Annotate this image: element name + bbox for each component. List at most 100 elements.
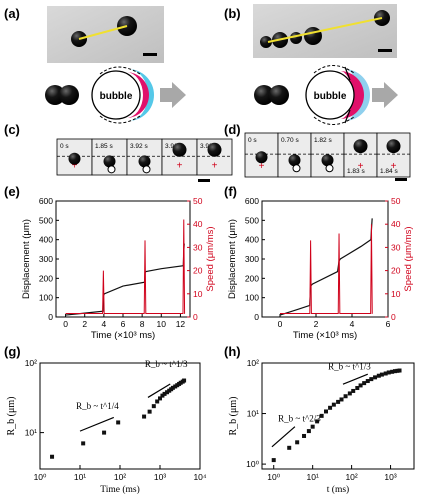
bubble-circle [91,70,141,120]
y-axis-label: R_b (μm) [6,397,17,436]
x-axis-label: Time (×10³ ms) [91,330,155,341]
scale-bar [395,178,407,181]
y-tick-label: 600 [245,196,259,206]
panel-label-a: (a) [4,6,20,21]
data-point [306,429,311,434]
x-tick-label: 10⁴ [193,472,206,482]
y-tick-label: 0 [48,312,53,322]
data-point [155,399,160,404]
scale-bar [198,179,210,182]
y-tick-label: 10¹ [25,428,37,438]
displacement-series [65,243,185,316]
droplet [321,154,334,167]
x-tick-label: 2 [82,319,87,329]
schematic-b: bubble [254,65,398,125]
connection-line [78,25,128,40]
data-point [315,419,320,424]
x-tick-label: 10² [114,472,126,482]
frame-time: 3.92 s [130,143,148,150]
data-point [147,409,152,414]
slope-guide [342,373,368,385]
slope-guide [79,416,115,432]
slope-guide [271,426,296,448]
marker-plus: + [212,161,218,172]
data-point [324,409,329,414]
data-point [310,424,315,429]
micrograph-a [47,6,164,63]
x-tick-label: 2 [314,319,319,329]
y-tick-label: 600 [39,196,53,206]
panel-label-e: (e) [4,184,20,199]
droplet [103,155,116,168]
frame-strip-c: 0 s+1.85 s+3.92 s+3.96 s+3.99 s+ [56,138,233,176]
data-point [343,394,348,399]
y2-tick-label: 50 [193,196,203,206]
data-point [390,369,395,374]
data-point [302,433,307,438]
x-tick-label: 10 [157,319,167,329]
y2-tick-label: 10 [391,289,401,299]
data-point [165,390,170,395]
data-point [319,413,324,418]
y2-tick-label: 20 [391,266,401,276]
panel-label-c: (c) [4,122,20,137]
data-point [173,384,178,389]
data-point [383,371,388,376]
plot-frame [39,362,201,470]
chart-h: 10⁰ 10¹ 10² 10³ 10⁰ 10¹ 10² t (ms) R_b (μm) R_b ~… [228,358,415,495]
panel-label-b: (b) [224,6,241,21]
x-axis-label: Time (×10³ ms) [293,330,357,341]
marker-plus: + [391,161,397,172]
y2-tick-label: 0 [391,312,396,322]
y2-tick-label: 10 [193,289,203,299]
marker-plus: + [72,161,78,172]
data-point [287,445,292,450]
data-point [376,373,381,378]
bubble-label: bubble [100,91,133,102]
x-tick-label: 0 [278,319,283,329]
y-tick-label: 100 [245,293,259,303]
frame-time: 1.82 s [314,137,332,144]
x-tick-label: 10³ [384,472,396,482]
x-tick-label: 12 [176,319,186,329]
data-point [358,383,363,388]
frame-strip-d: 0 s+0.70 s+1.82 s+1.83 s+1.84 s+ [244,132,411,178]
x-tick-label: 8 [140,319,145,329]
data-point [116,420,121,425]
arrow-right-icon [160,82,186,108]
droplet [207,142,222,157]
speed-series [65,219,186,315]
x-axis-label: Time (ms) [100,484,140,495]
droplet [68,152,81,165]
chart-g: 10⁰ 10¹ 10² 10³ 10⁴ 10¹ 10² Time (ms) R_b (μm) R_… [6,358,207,495]
data-point [386,370,391,375]
data-point [271,458,276,463]
data-point [362,381,367,386]
y-tick-label: 400 [39,235,53,245]
y2-tick-label: 40 [391,219,401,229]
y-axis-label: Displacement (μm) [227,219,238,299]
data-point [355,386,360,391]
x-tick-label: 10¹ [74,472,86,482]
bubble [107,165,116,174]
x-tick-label: 10¹ [307,472,319,482]
bubble-label: bubble [314,91,347,102]
data-point [351,388,356,393]
y2-tick-label: 30 [193,242,203,252]
data-point [395,368,400,373]
data-point [81,441,86,446]
data-point [170,385,175,390]
data-point [397,368,402,373]
data-point [50,454,55,459]
scale-bar [378,49,392,52]
y-tick-label: 10¹ [247,409,259,419]
x-axis-label: t (ms) [327,484,349,495]
data-point [102,430,107,435]
data-point [331,402,336,407]
data-point [347,391,352,396]
y-tick-label: 400 [245,235,259,245]
chart-e: 0 2 4 6 8 10 12 0 100 200 300 400 500 600 0 10 20 30 40 50 T… [21,196,216,341]
y-tick-label: 10² [247,358,259,368]
